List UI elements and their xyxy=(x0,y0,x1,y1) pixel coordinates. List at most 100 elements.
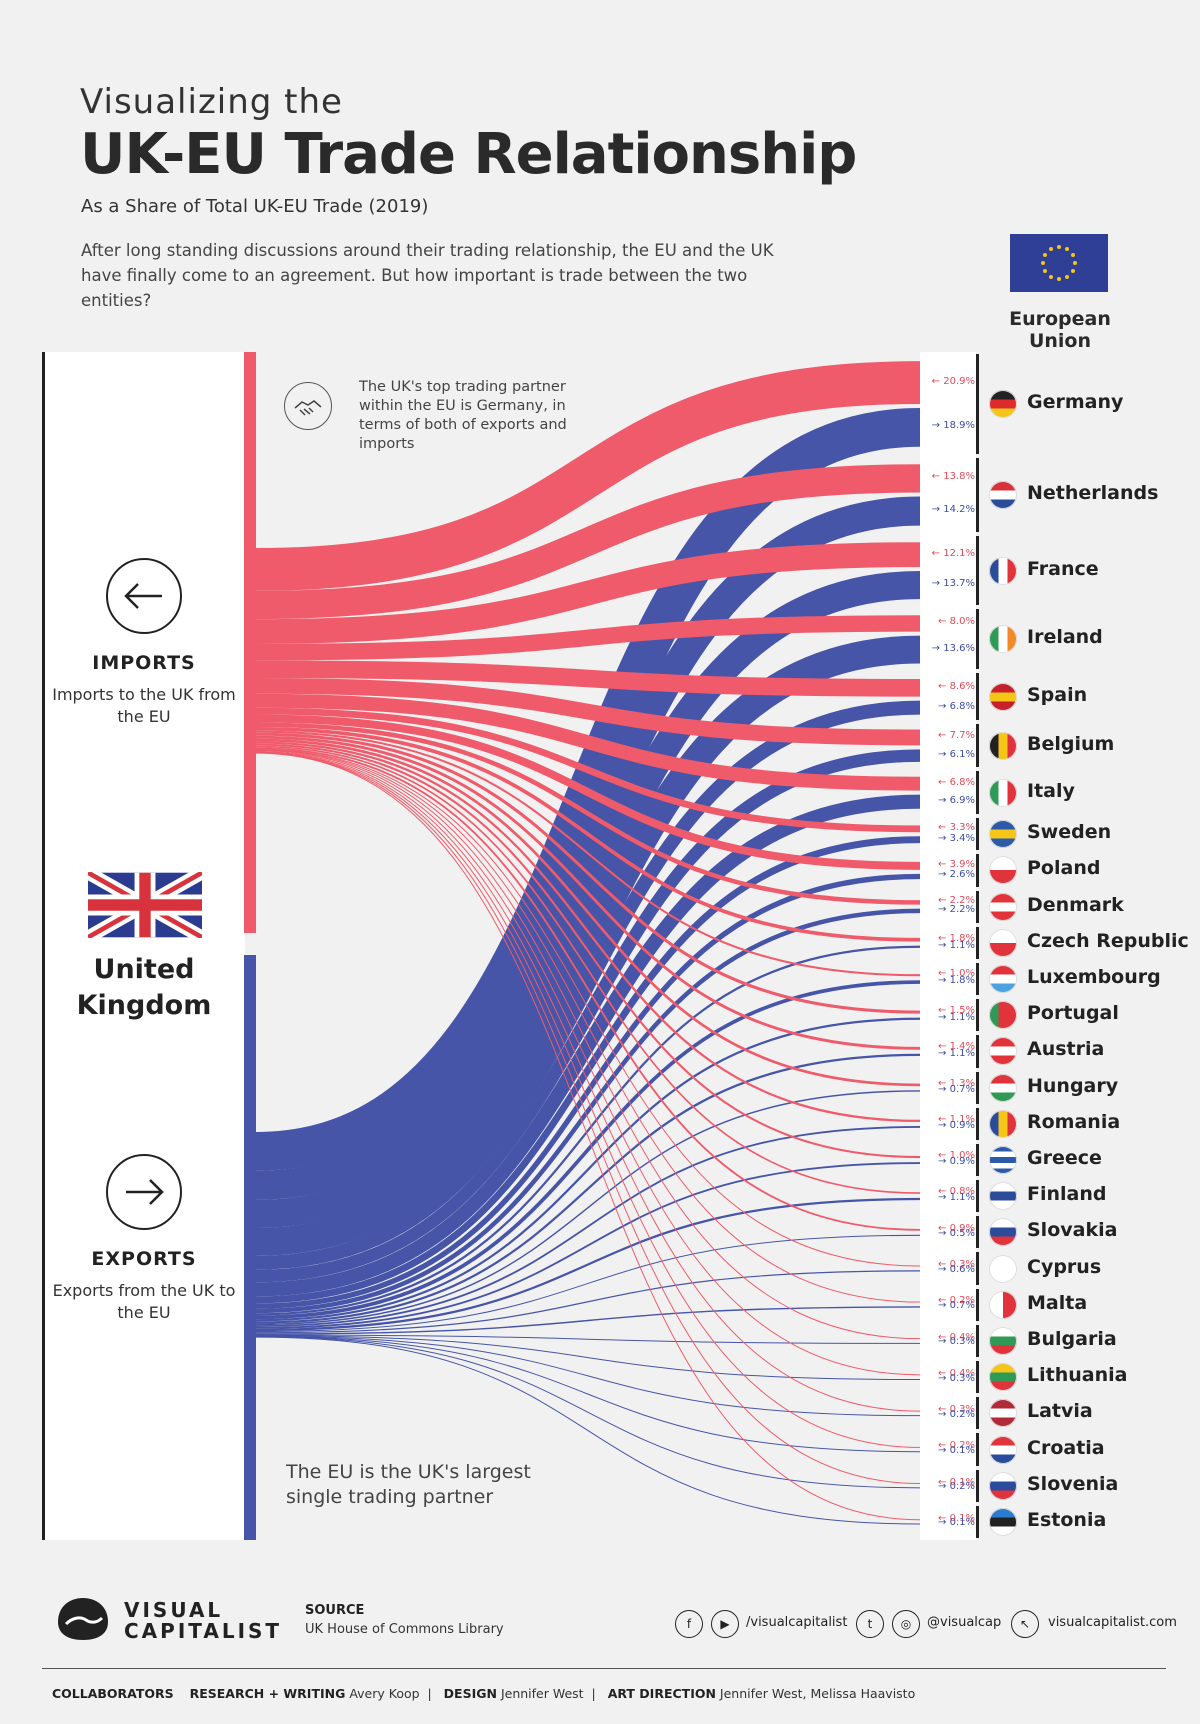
import-flow-latvia xyxy=(255,751,921,1412)
logo-line1: VISUAL xyxy=(124,1598,224,1622)
logo-line2: CAPITALIST xyxy=(124,1619,283,1643)
row-divider xyxy=(976,536,979,606)
website-link[interactable]: visualcapitalist.com xyxy=(1048,1615,1177,1630)
eu-label: European Union xyxy=(1009,308,1111,352)
imports-pct-estonia: ← 0.1% xyxy=(938,1512,975,1524)
flag-netherlands-icon xyxy=(989,480,1017,509)
country-name-slovenia: Slovenia xyxy=(1027,1472,1119,1495)
flag-cyprus-icon xyxy=(989,1254,1017,1283)
cursor-icon[interactable]: ↖ xyxy=(1011,1610,1039,1638)
import-flow-sweden xyxy=(255,707,921,833)
import-flow-finland xyxy=(255,745,921,1194)
row-divider xyxy=(976,1469,979,1502)
flag-hungary-icon xyxy=(989,1073,1017,1102)
country-name-finland: Finland xyxy=(1027,1183,1107,1206)
import-flow-cyprus xyxy=(255,748,921,1267)
export-flow-bulgaria xyxy=(255,1334,921,1344)
exports-pct-austria: → 1.1% xyxy=(938,1047,975,1059)
social-handle-2[interactable]: @visualcap xyxy=(927,1615,1002,1630)
imports-pct-malta: ← 0.2% xyxy=(938,1295,975,1307)
export-flow-denmark xyxy=(255,908,921,1314)
import-flow-austria xyxy=(255,735,921,1050)
country-name-denmark: Denmark xyxy=(1027,893,1124,916)
country-name-sweden: Sweden xyxy=(1027,821,1112,844)
imports-pct-slovenia: ← 0.1% xyxy=(938,1476,975,1488)
row-divider xyxy=(976,1361,979,1394)
flag-malta-icon xyxy=(989,1290,1017,1319)
exports-pct-netherlands: → 14.2% xyxy=(931,504,975,516)
import-flow-slovakia xyxy=(255,747,921,1231)
flag-sweden-icon xyxy=(989,820,1017,849)
export-flow-poland xyxy=(255,873,921,1309)
row-divider xyxy=(976,724,979,768)
import-flow-czech-republic xyxy=(255,726,921,942)
flag-czech-republic-icon xyxy=(989,928,1017,957)
import-flow-lithuania xyxy=(255,750,921,1376)
imports-pct-czech-republic: ← 1.8% xyxy=(938,932,975,944)
row-divider xyxy=(976,854,979,887)
research-name: Avery Koop xyxy=(349,1686,420,1701)
country-name-bulgaria: Bulgaria xyxy=(1027,1327,1117,1350)
import-flow-belgium xyxy=(255,677,921,746)
source-heading: SOURCE xyxy=(305,1603,365,1618)
handshake-icon xyxy=(284,382,332,430)
design-name: Jennifer West xyxy=(500,1686,584,1701)
exports-pct-croatia: → 0.1% xyxy=(938,1444,975,1456)
imports-pct-italy: ← 6.8% xyxy=(938,776,975,788)
country-name-portugal: Portugal xyxy=(1027,1002,1119,1025)
row-divider xyxy=(976,1288,979,1321)
country-name-slovakia: Slovakia xyxy=(1027,1219,1118,1242)
row-divider xyxy=(976,457,979,532)
import-flow-netherlands xyxy=(255,464,921,620)
youtube-icon[interactable]: ▶ xyxy=(711,1610,739,1638)
page-title: UK-EU Trade Relationship xyxy=(80,122,857,187)
country-name-cyprus: Cyprus xyxy=(1027,1255,1102,1278)
uk-panel xyxy=(42,352,245,1540)
source-text: UK House of Commons Library xyxy=(305,1622,504,1637)
row-divider xyxy=(976,1071,979,1104)
row-divider xyxy=(976,926,979,959)
logo-text: VISUAL CAPITALIST xyxy=(124,1600,282,1642)
collaborators-label: COLLABORATORS xyxy=(52,1686,174,1701)
separator: | xyxy=(427,1686,432,1701)
flag-france-icon xyxy=(989,556,1017,585)
import-flow-germany xyxy=(255,361,921,591)
instagram-icon[interactable]: ◎ xyxy=(892,1610,920,1638)
export-flow-cyprus xyxy=(255,1270,921,1334)
imports-pct-sweden: ← 3.3% xyxy=(938,821,975,833)
row-divider xyxy=(976,673,979,721)
exports-description: Exports from the UK to the EU xyxy=(52,1281,236,1322)
exports-pct-lithuania: → 0.3% xyxy=(938,1372,975,1384)
row-divider xyxy=(976,1433,979,1466)
import-flow-luxembourg xyxy=(255,730,921,977)
subtitle: As a Share of Total UK-EU Trade (2019) xyxy=(81,196,429,217)
export-flow-lithuania xyxy=(255,1335,921,1381)
export-flow-czech-republic xyxy=(255,945,921,1316)
country-name-netherlands: Netherlands xyxy=(1027,481,1159,504)
exports-pct-slovakia: → 0.5% xyxy=(938,1228,975,1240)
row-divider xyxy=(976,962,979,996)
row-divider xyxy=(976,890,979,923)
exports-pct-ireland: → 13.6% xyxy=(931,642,975,654)
design-label: DESIGN xyxy=(443,1686,497,1701)
country-name-ireland: Ireland xyxy=(1027,626,1103,649)
export-flow-finland xyxy=(255,1197,921,1332)
footer-divider xyxy=(42,1668,1166,1669)
flag-slovenia-icon xyxy=(989,1471,1017,1500)
flag-ireland-icon xyxy=(989,625,1017,654)
row-divider xyxy=(976,1035,979,1068)
twitter-icon[interactable]: t xyxy=(856,1610,884,1638)
flag-belgium-icon xyxy=(989,731,1017,760)
export-flow-croatia xyxy=(255,1335,921,1453)
uk-name: United Kingdom xyxy=(60,952,228,1024)
exports-pct-czech-republic: → 1.1% xyxy=(938,939,975,951)
imports-pct-hungary: ← 1.3% xyxy=(938,1077,975,1089)
arrow-left-icon xyxy=(106,558,182,634)
imports-pct-denmark: ← 2.2% xyxy=(938,895,975,907)
row-divider xyxy=(976,1505,979,1538)
social-handle-1[interactable]: /visualcapitalist xyxy=(746,1615,848,1630)
facebook-icon[interactable]: f xyxy=(675,1610,703,1638)
imports-pct-poland: ← 3.9% xyxy=(938,858,975,870)
imports-pct-netherlands: ← 13.8% xyxy=(931,471,975,483)
